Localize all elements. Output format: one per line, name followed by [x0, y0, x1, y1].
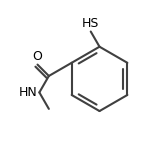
- Text: O: O: [32, 50, 42, 63]
- Text: HS: HS: [81, 17, 99, 30]
- Text: HN: HN: [19, 86, 38, 99]
